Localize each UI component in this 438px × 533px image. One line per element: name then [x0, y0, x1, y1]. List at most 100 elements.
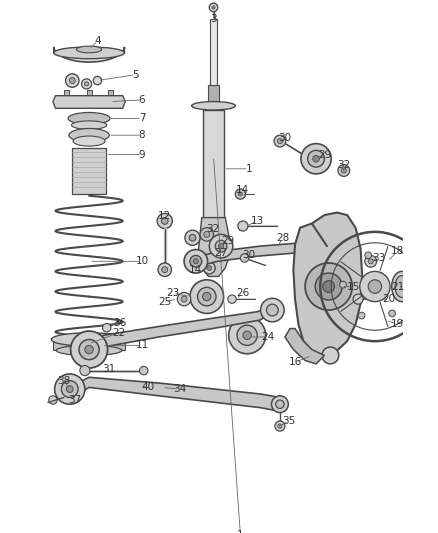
Circle shape: [339, 281, 346, 288]
Circle shape: [61, 381, 78, 398]
Circle shape: [278, 424, 282, 428]
Circle shape: [307, 150, 325, 167]
Circle shape: [102, 324, 111, 332]
Text: 4: 4: [94, 36, 101, 46]
Ellipse shape: [392, 271, 412, 302]
Polygon shape: [64, 377, 283, 411]
Circle shape: [235, 189, 245, 199]
Text: 29: 29: [221, 236, 234, 246]
Circle shape: [229, 317, 265, 354]
Text: 1: 1: [245, 164, 252, 174]
Polygon shape: [194, 240, 327, 266]
Text: 23: 23: [166, 288, 180, 298]
Circle shape: [365, 255, 377, 267]
Text: 16: 16: [288, 357, 302, 367]
Circle shape: [157, 213, 172, 229]
Circle shape: [161, 217, 168, 224]
Circle shape: [358, 312, 365, 319]
Circle shape: [322, 347, 339, 364]
Ellipse shape: [73, 136, 105, 146]
Ellipse shape: [51, 333, 127, 346]
Text: 5: 5: [132, 70, 139, 79]
Circle shape: [323, 281, 335, 293]
Circle shape: [353, 294, 363, 304]
Circle shape: [317, 236, 337, 256]
Circle shape: [202, 293, 211, 301]
Ellipse shape: [68, 112, 110, 124]
Polygon shape: [54, 47, 124, 62]
Ellipse shape: [54, 47, 124, 59]
Text: 14: 14: [189, 265, 202, 274]
FancyBboxPatch shape: [64, 90, 69, 96]
FancyBboxPatch shape: [53, 342, 125, 350]
Circle shape: [190, 280, 223, 313]
Text: 12: 12: [158, 211, 171, 221]
Circle shape: [219, 244, 223, 249]
Circle shape: [189, 235, 196, 241]
Text: 36: 36: [113, 318, 127, 328]
Text: 22: 22: [112, 328, 125, 338]
Circle shape: [162, 266, 168, 273]
Ellipse shape: [57, 345, 122, 356]
Text: 11: 11: [135, 341, 148, 350]
Circle shape: [301, 143, 331, 174]
FancyBboxPatch shape: [203, 110, 223, 219]
Ellipse shape: [69, 128, 109, 142]
Circle shape: [66, 74, 79, 87]
Text: 37: 37: [68, 395, 81, 405]
Circle shape: [140, 366, 148, 375]
Circle shape: [338, 165, 350, 176]
Text: 40: 40: [141, 382, 155, 392]
Text: 27: 27: [215, 248, 228, 258]
Circle shape: [238, 192, 243, 196]
Circle shape: [85, 345, 93, 354]
Circle shape: [158, 263, 171, 277]
Circle shape: [402, 293, 409, 300]
Circle shape: [305, 263, 352, 310]
Polygon shape: [285, 328, 325, 364]
Circle shape: [277, 139, 283, 143]
FancyBboxPatch shape: [108, 90, 113, 96]
Circle shape: [181, 296, 187, 302]
Circle shape: [204, 231, 210, 237]
Text: 31: 31: [102, 364, 115, 374]
Circle shape: [368, 259, 373, 264]
Text: 7: 7: [139, 114, 145, 123]
Circle shape: [365, 252, 371, 259]
Text: 13: 13: [251, 216, 264, 226]
Circle shape: [203, 262, 215, 274]
Circle shape: [71, 331, 108, 368]
Circle shape: [341, 168, 346, 173]
Text: 35: 35: [282, 416, 295, 426]
Circle shape: [237, 325, 257, 345]
Ellipse shape: [192, 102, 235, 110]
Text: 33: 33: [372, 253, 386, 263]
Circle shape: [198, 287, 216, 306]
Circle shape: [368, 280, 381, 293]
Text: 19: 19: [391, 319, 404, 329]
Circle shape: [243, 331, 251, 340]
Circle shape: [209, 3, 218, 12]
Polygon shape: [75, 308, 274, 358]
Circle shape: [185, 230, 200, 245]
Circle shape: [389, 310, 396, 317]
Circle shape: [190, 255, 202, 267]
Ellipse shape: [395, 276, 409, 297]
Circle shape: [207, 265, 212, 271]
Circle shape: [272, 396, 288, 413]
Text: 29: 29: [318, 150, 331, 159]
Circle shape: [238, 221, 248, 231]
Text: 15: 15: [347, 281, 360, 292]
Circle shape: [215, 240, 227, 252]
Circle shape: [322, 241, 332, 251]
Circle shape: [209, 235, 233, 258]
Text: 24: 24: [261, 332, 275, 342]
Polygon shape: [293, 213, 362, 356]
Circle shape: [240, 254, 249, 262]
Ellipse shape: [71, 121, 107, 130]
Circle shape: [261, 298, 284, 322]
Text: 32: 32: [206, 224, 219, 235]
Circle shape: [266, 304, 278, 316]
Circle shape: [49, 396, 57, 404]
Ellipse shape: [77, 46, 102, 53]
